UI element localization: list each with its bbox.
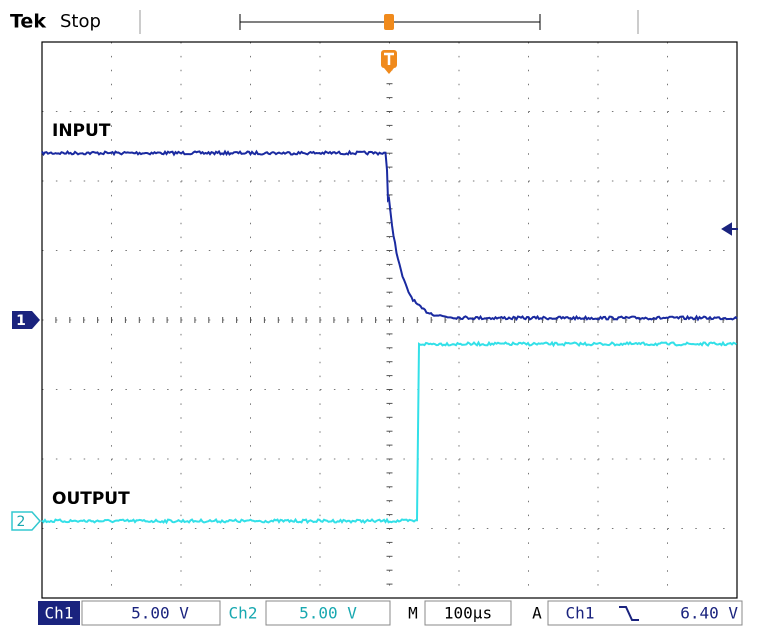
time-mode: M [408,604,418,623]
ch2-scale: 5.00 V [299,604,357,623]
status-bar: Ch1 5.00 V Ch2 5.00 V M 100µs A Ch1 6.40… [38,600,743,626]
trigger-source: Ch1 [566,604,595,623]
trigger-position-marker [381,50,397,74]
trace-label: OUTPUT [52,489,130,509]
ch2-label: Ch2 [229,604,258,623]
input-trace [41,149,738,322]
graticule-frame [41,41,738,599]
trigger-level: 6.40 V [680,604,738,623]
brand: Tek [10,11,46,33]
trace-label: INPUT [52,121,111,141]
time-scale: 100µs [444,604,492,623]
trigger-mode: A [532,604,542,623]
channel-1-marker: 1 [12,311,40,329]
ch1-scale: 5.00 V [131,604,189,623]
trigger-level-arrow [721,222,738,236]
channel-2-marker: 2 [11,511,42,531]
status: Stop [60,11,101,32]
channel-marker-label: 1 [16,313,26,329]
output-trace [41,340,738,525]
record-bar [239,14,541,30]
ch1-label: Ch1 [45,604,74,623]
trigger-slope-icon [619,606,639,621]
channel-marker-label: 2 [17,514,26,530]
